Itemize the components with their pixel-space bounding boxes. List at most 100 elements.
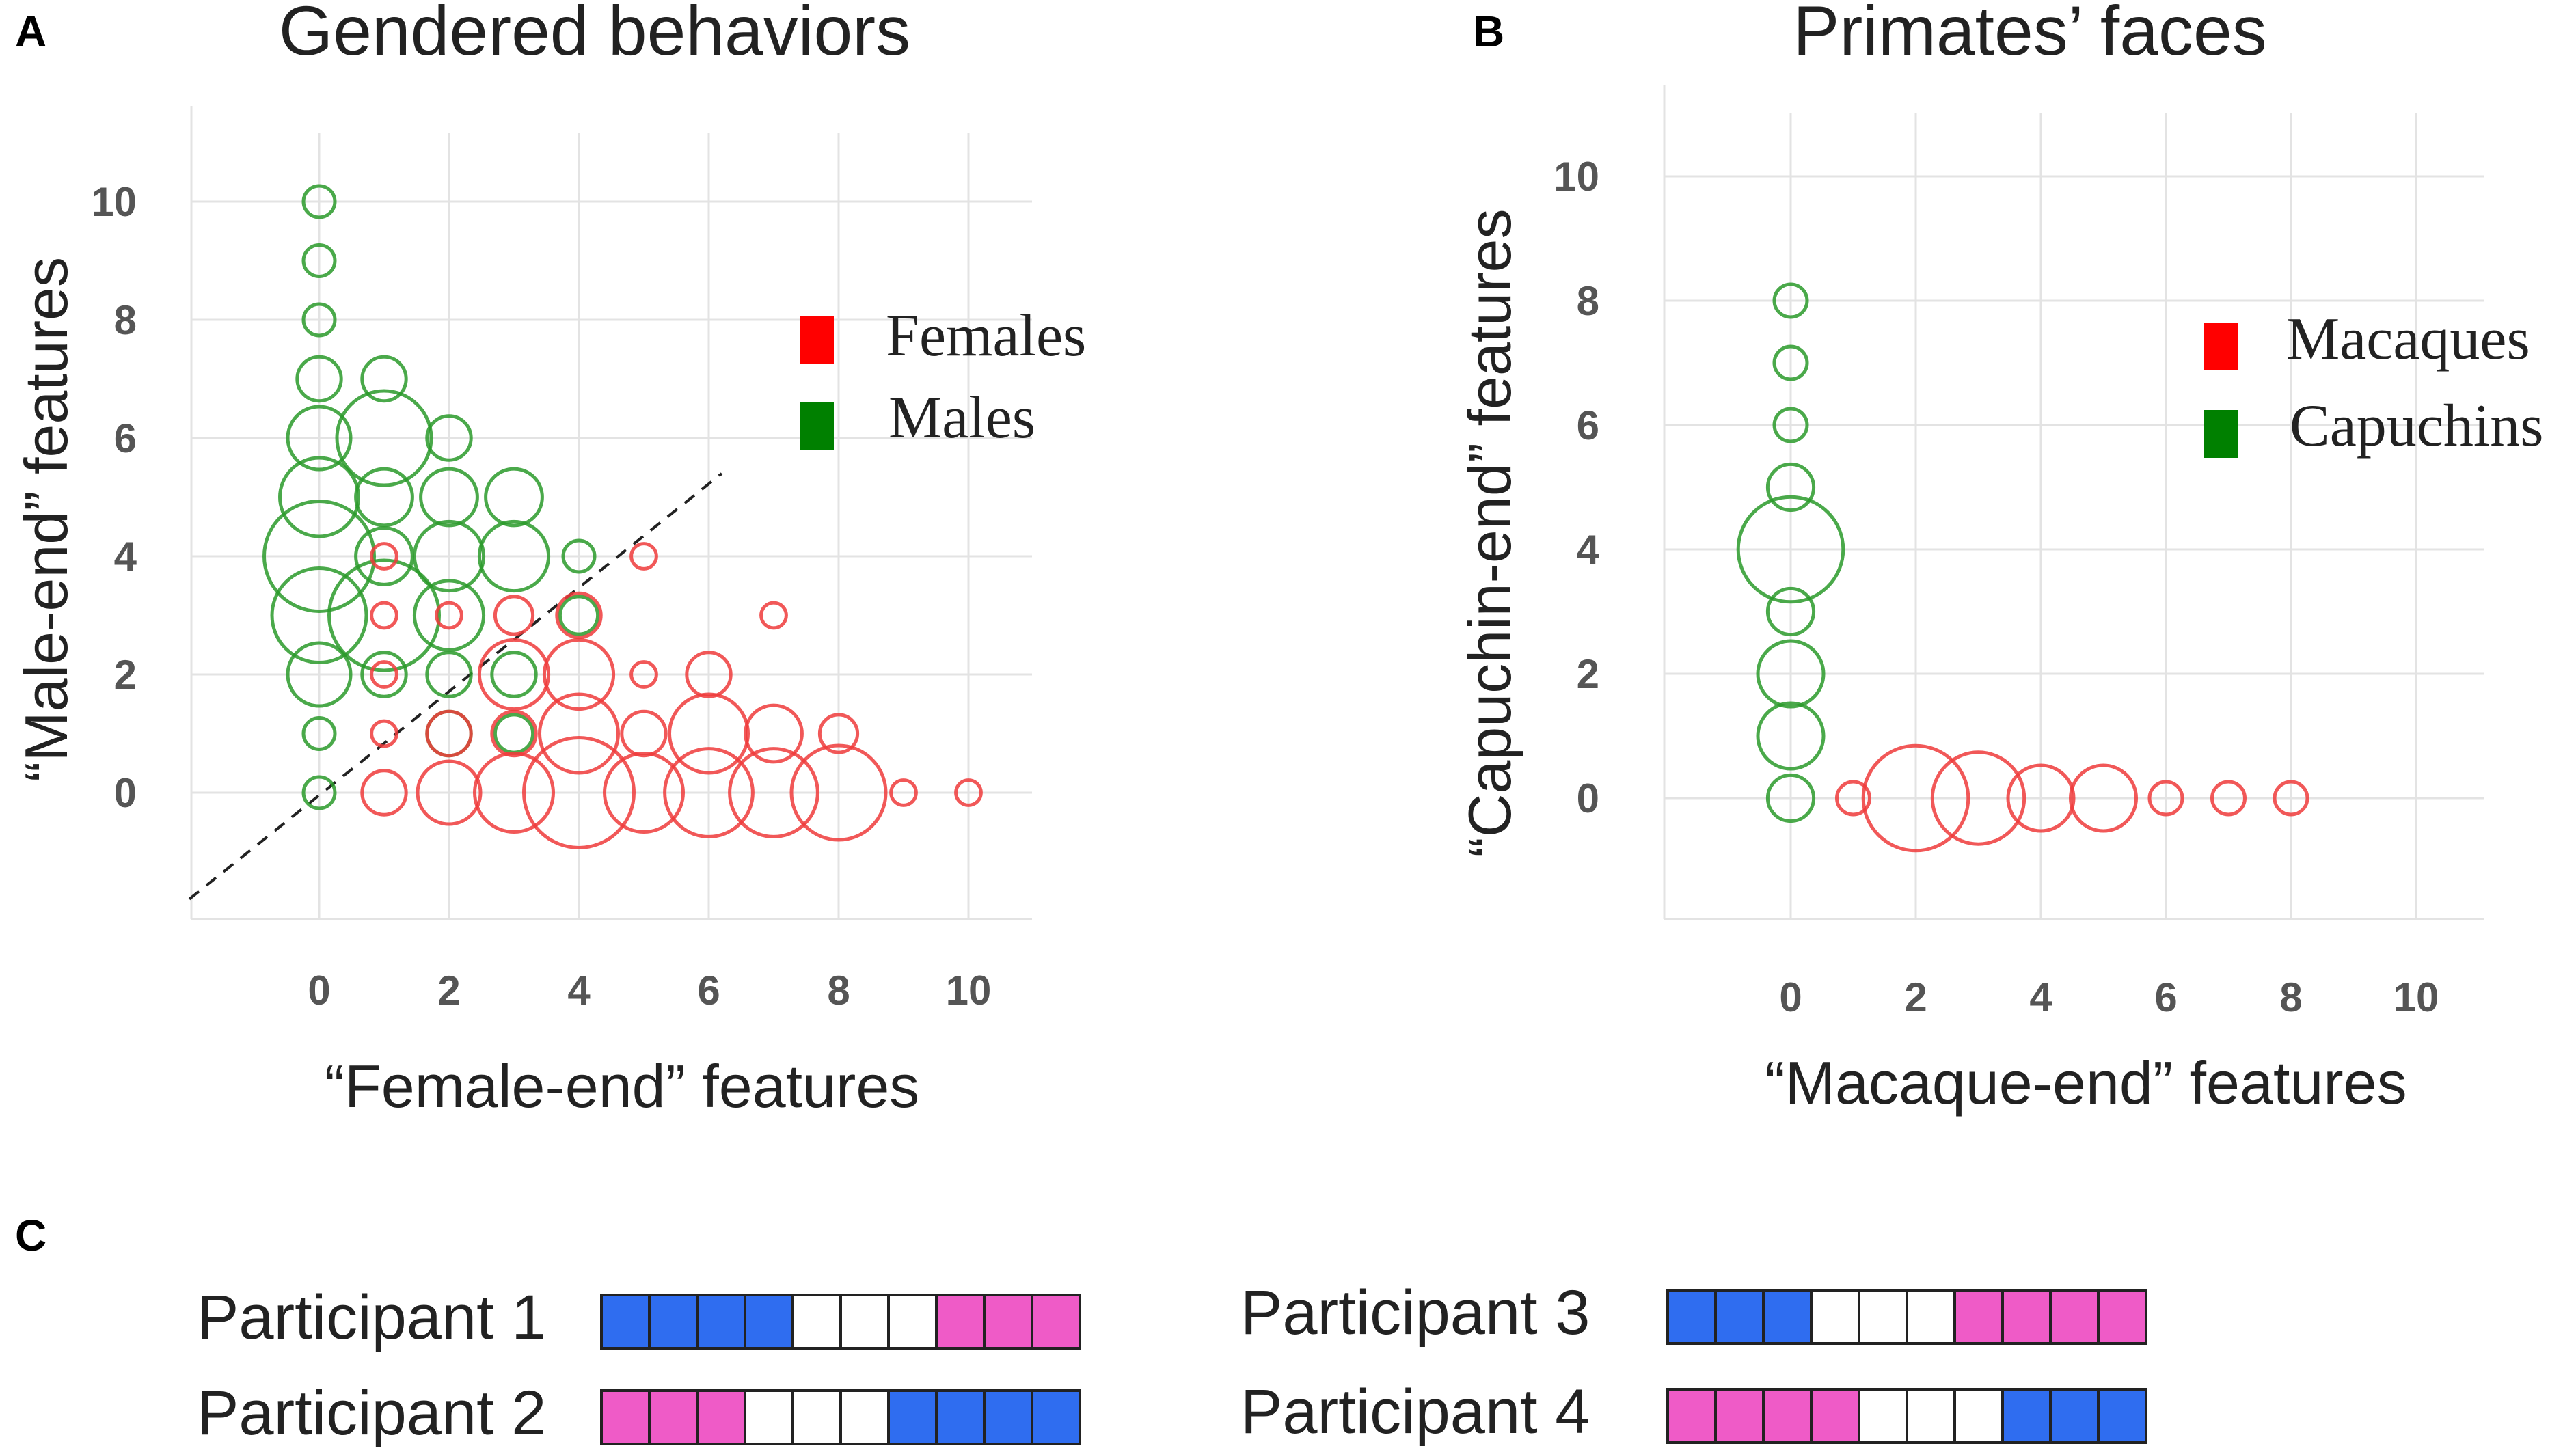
participant-cell-pink	[1953, 1289, 2004, 1345]
panel-b-marks	[1736, 282, 2309, 853]
point-females-6-1	[668, 692, 750, 775]
point-macaques-3-0	[1930, 750, 2026, 846]
point-males-1-7	[360, 355, 408, 403]
panel-b-ylabel: “Capuchin-end” features	[1456, 209, 1523, 858]
panel-b-label: B	[1473, 7, 1504, 56]
point-capuchins-0-7	[1772, 344, 1809, 381]
point-males-4-4	[561, 538, 597, 574]
participant-cell-blue	[600, 1294, 651, 1350]
point-males-0-8	[301, 302, 337, 338]
point-capuchins-0-2	[1756, 639, 1826, 709]
point-females-8-1	[817, 713, 860, 754]
participant-cell-pink	[1762, 1388, 1813, 1444]
x-tick-label: 6	[2154, 974, 2177, 1020]
point-capuchins-0-0	[1765, 773, 1816, 823]
point-capuchins-0-4	[1736, 495, 1845, 604]
point-capuchins-0-8	[1772, 282, 1809, 319]
participant-cell-white	[887, 1294, 938, 1350]
point-females-2-1	[425, 709, 473, 758]
participant-cell-white	[791, 1294, 842, 1350]
y-tick-label: 0	[114, 770, 137, 816]
y-tick-label: 4	[114, 534, 137, 579]
legend-label-macaques: Macaques	[2286, 306, 2530, 372]
y-tick-label: 0	[1577, 776, 1599, 821]
participant-cell-white	[1906, 1388, 1956, 1444]
point-females-1-3	[370, 601, 398, 630]
y-tick-label: 2	[1577, 651, 1599, 697]
participant-cell-blue	[935, 1389, 986, 1445]
participant-row-2: Participant 2	[197, 1378, 1081, 1448]
point-males-4-3	[558, 595, 600, 636]
panel-b-grid	[1663, 85, 2484, 920]
point-macaques-5-0	[2069, 763, 2138, 833]
x-tick-label: 2	[437, 968, 460, 1013]
point-females-7-3	[759, 601, 788, 630]
point-females-6-0	[663, 747, 755, 838]
participant-cell-pink	[648, 1389, 699, 1445]
point-females-7-0	[728, 747, 819, 838]
point-males-1-2	[360, 651, 408, 698]
participant-cell-white	[1810, 1289, 1860, 1345]
participant-cell-white	[1906, 1289, 1956, 1345]
x-tick-label: 6	[697, 968, 720, 1013]
y-tick-label: 8	[1577, 278, 1599, 324]
participant-label: Participant 3	[1240, 1278, 1590, 1348]
point-males-3-4	[477, 519, 551, 593]
point-males-0-0	[301, 775, 337, 810]
point-females-8-0	[789, 743, 888, 842]
y-tick-label: 4	[1577, 527, 1600, 573]
participant-cell-blue	[887, 1389, 938, 1445]
participant-cell-pink	[1810, 1388, 1860, 1444]
panel-a-ylabel: “Male-end” features	[12, 257, 80, 782]
x-tick-label: 4	[2029, 974, 2052, 1020]
point-macaques-2-0	[1861, 743, 1970, 853]
point-males-0-2	[286, 641, 353, 708]
panel-b-title: Primates’ faces	[1793, 0, 2266, 70]
x-tick-label: 10	[2394, 974, 2439, 1020]
legend-swatch-capuchins	[2204, 410, 2238, 458]
participant-cell-white	[839, 1389, 890, 1445]
participant-row-4: Participant 4	[1240, 1377, 2147, 1447]
point-males-0-5	[278, 456, 360, 538]
participant-cell-blue	[744, 1294, 794, 1350]
point-females-9-0	[889, 778, 918, 807]
point-males-2-6	[425, 414, 473, 462]
point-females-2-0	[416, 759, 483, 826]
legend-swatch-males	[800, 402, 834, 450]
y-tick-label: 6	[114, 415, 137, 461]
legend-label-males: Males	[889, 385, 1035, 451]
participant-cell-white	[1858, 1289, 1908, 1345]
point-females-6-2	[685, 651, 733, 698]
y-tick-label: 6	[1577, 402, 1599, 448]
x-tick-label: 10	[946, 968, 992, 1013]
point-males-1-6	[335, 389, 433, 487]
point-macaques-4-0	[2006, 763, 2076, 833]
participant-label: Participant 2	[197, 1378, 546, 1448]
participant-cell-blue	[1666, 1289, 1717, 1345]
point-females-7-1	[744, 703, 804, 764]
participant-cell-blue	[648, 1294, 699, 1350]
participant-label: Participant 4	[1240, 1377, 1590, 1447]
point-males-0-10	[301, 184, 337, 219]
participant-cell-white	[1858, 1388, 1908, 1444]
panel-b-y-ticks: 0 2 4 6 8 10	[1554, 154, 1599, 821]
point-males-3-1	[493, 713, 535, 754]
x-tick-label: 8	[2279, 974, 2302, 1020]
panel-a-legend: Females Males	[800, 303, 1086, 451]
participant-cell-white	[1953, 1388, 2004, 1444]
point-females-5-0	[603, 752, 685, 834]
point-females-4-0	[522, 736, 636, 849]
panel-a-grid	[190, 106, 1032, 920]
point-capuchins-0-6	[1772, 407, 1809, 443]
point-females-1-4	[370, 542, 398, 571]
y-tick-label: 2	[114, 652, 137, 698]
point-males-0-1	[301, 716, 337, 751]
participant-cell-pink	[983, 1294, 1033, 1350]
point-females-3-3	[493, 595, 535, 636]
point-females-3-1	[490, 709, 538, 758]
panel-a-diagonal	[188, 472, 723, 901]
point-females-4-3	[555, 591, 603, 640]
legend-label-capuchins: Capuchins	[2290, 393, 2544, 459]
